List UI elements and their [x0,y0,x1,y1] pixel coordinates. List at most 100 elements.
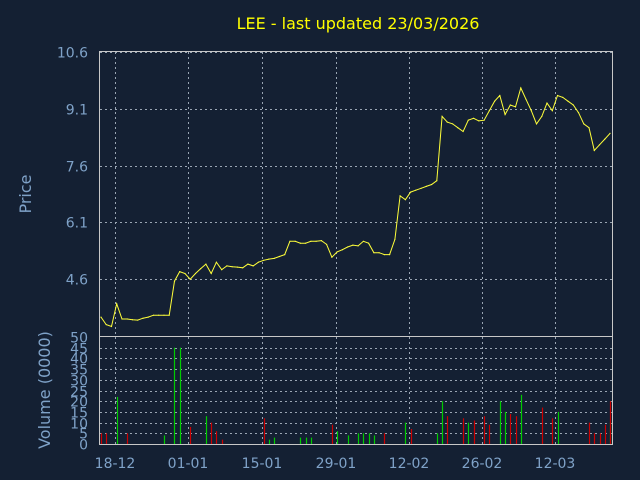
price-point [467,119,469,121]
price-point [341,249,343,251]
price-point [242,267,244,269]
price-point [305,242,307,244]
price-point [268,258,270,260]
price-point [194,272,197,275]
price-point [231,266,233,268]
price-point [609,132,611,134]
price-point [184,272,186,275]
price-point [173,280,176,282]
price-point [137,319,139,321]
volume-y-tick-label: 20 [70,395,88,411]
price-point [168,314,170,316]
price-point [200,268,202,270]
price-point [273,257,275,259]
volume-plot-frame [99,336,613,445]
price-point [457,127,459,129]
price-point [530,110,532,112]
price-point [368,242,370,244]
x-tick-label: 29-01 [316,456,357,472]
price-point [541,115,543,117]
price-point [546,102,548,104]
price-point [436,180,438,182]
price-point [315,240,317,242]
price-point [535,123,538,125]
price-point [394,238,396,240]
price-point [431,183,433,186]
price-point [142,317,144,319]
price-point [567,100,569,102]
price-point [488,110,490,112]
price-point [473,117,475,119]
price-y-tick-label: 10.6 [57,46,88,62]
price-point [299,242,301,244]
price-point [441,115,443,117]
price-point [189,278,191,280]
price-point [289,240,291,242]
price-y-tick-label: 4.6 [66,273,88,289]
price-point [389,254,391,256]
price-point [221,269,223,271]
price-point [509,104,511,106]
price-point [126,318,128,320]
price-point [520,87,522,89]
price-point [588,127,590,129]
price-point [179,271,181,273]
volume-y-tick-label: 30 [70,374,88,390]
price-points [100,87,611,328]
price-point [236,266,238,268]
price-point [215,261,217,263]
price-point [598,144,601,146]
x-tick-label: 15-01 [242,456,283,472]
price-point [399,195,401,197]
price-point [462,130,464,133]
price-point [331,256,333,258]
price-point [410,191,412,193]
price-point [593,149,595,152]
price-series-line [100,86,611,328]
price-point [404,199,406,201]
price-point [163,314,165,316]
price-point [336,251,338,253]
price-point [278,255,280,258]
x-tick-label: 26-02 [462,456,503,472]
price-point [562,96,564,98]
volume-y-tick-label: 45 [70,342,88,358]
price-point [583,123,585,125]
price-y-tick-label: 7.6 [66,160,88,176]
price-point [320,240,322,242]
price-point [284,254,286,256]
price-point [604,138,606,140]
x-tick-label: 01-01 [168,456,209,472]
volume-y-tick-label: 40 [70,352,88,368]
chart-title: LEE - last updated 23/03/2026 [237,14,480,33]
price-point [326,243,328,245]
price-point [152,314,155,316]
price-plot-frame [99,51,613,337]
volume-y-tick-label: 10 [70,417,88,433]
price-point [158,314,160,316]
volume-y-tick-label: 50 [70,331,88,347]
volume-y-tick-label: 25 [70,385,88,401]
price-point [131,319,134,321]
price-y-tick-label: 9.1 [66,103,88,119]
price-point [425,185,427,187]
price-point [556,94,559,97]
price-point [514,106,517,108]
price-point [499,94,501,97]
price-point [362,240,364,242]
price-point [352,244,354,246]
price-point [577,112,580,114]
price-point [478,120,480,122]
volume-y-axis-label: Volume (0000) [35,331,54,449]
x-tick-label: 12-03 [535,456,576,472]
price-point [263,259,265,261]
price-point [210,272,212,275]
price-point [205,263,207,265]
price-point [551,110,553,112]
x-tick-label: 12-02 [389,456,430,472]
price-point [110,325,113,328]
x-tick-label: 18-12 [95,456,136,472]
price-point [294,240,296,242]
